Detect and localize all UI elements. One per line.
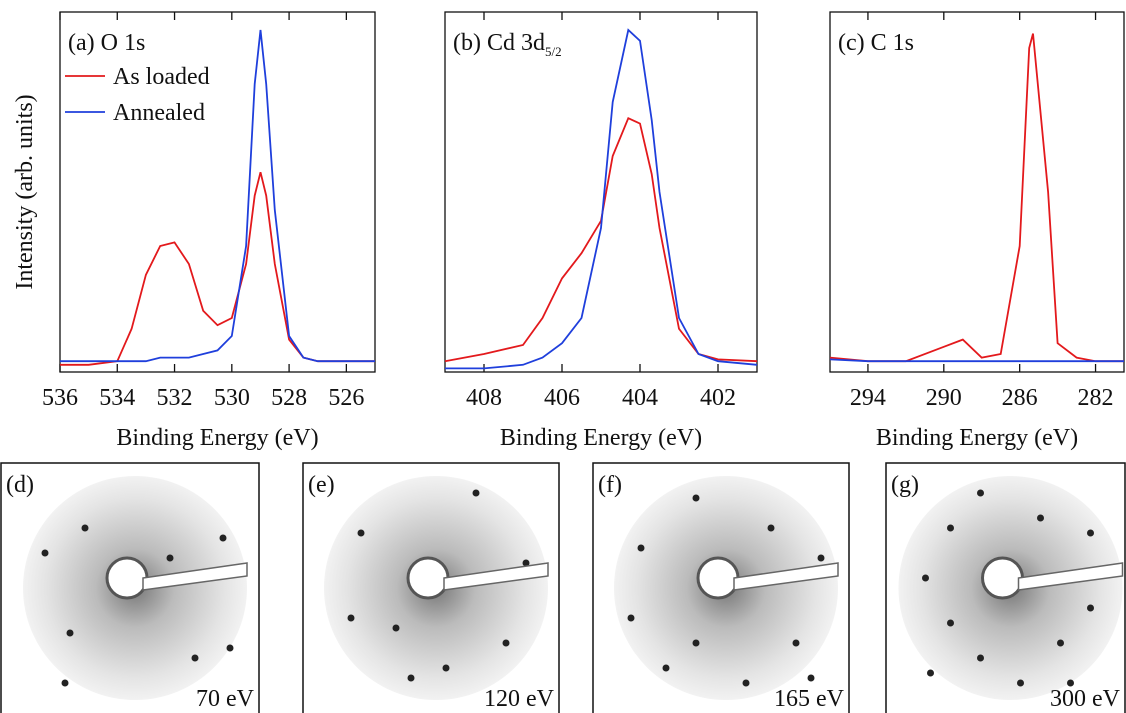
- leed-spot: [81, 524, 89, 532]
- leed-spot: [226, 644, 234, 652]
- leed-gun: [406, 556, 450, 600]
- x-axis-label: Binding Energy (eV): [116, 425, 318, 451]
- leed-spot: [692, 494, 700, 502]
- x-axis-label: Binding Energy (eV): [500, 425, 702, 451]
- leed-spot: [662, 664, 670, 672]
- x-tick-label: 286: [1002, 385, 1038, 411]
- leed-spot: [977, 654, 984, 662]
- image-label: (e): [308, 472, 335, 498]
- leed-spot: [522, 559, 530, 567]
- plot-frame: [444, 11, 758, 373]
- leed-spot: [922, 574, 929, 582]
- leed-spot: [1067, 679, 1074, 687]
- leed-spot: [1057, 639, 1064, 647]
- x-tick-label: 530: [214, 385, 250, 411]
- leed-holder: [1017, 562, 1124, 591]
- leed-holder: [443, 562, 549, 591]
- leed-spot: [627, 614, 635, 622]
- image-frame: [0, 462, 260, 713]
- plot-frame: [59, 11, 376, 373]
- image-frame: [302, 462, 560, 713]
- spectrum-line: [60, 29, 375, 363]
- leed-holder: [142, 562, 248, 591]
- leed-spot: [927, 669, 934, 677]
- leed-spot: [1037, 514, 1044, 522]
- leed-spot: [1017, 679, 1024, 687]
- x-tick-label: 402: [700, 385, 736, 411]
- panel-title: (a) O 1s: [68, 30, 145, 56]
- leed-spot: [977, 489, 984, 497]
- image-label: (g): [891, 472, 919, 498]
- image-frame: [592, 462, 850, 713]
- panel-title-text: (c) C 1s: [838, 30, 914, 56]
- leed-spot: [442, 664, 450, 672]
- leed-spot: [472, 489, 480, 497]
- leed-spot: [807, 674, 815, 682]
- x-tick-label: 406: [544, 385, 580, 411]
- leed-gun: [105, 556, 149, 600]
- spectrum-line: [60, 171, 375, 366]
- x-tick-label: 536: [42, 385, 78, 411]
- leed-spot: [357, 529, 365, 537]
- spectrum-line: [829, 358, 1124, 363]
- x-tick-label: 408: [466, 385, 502, 411]
- x-tick-label: 282: [1078, 385, 1114, 411]
- panel-title-sub: 5/2: [545, 44, 562, 59]
- spectrum-line: [445, 28, 758, 370]
- leed-spot: [947, 524, 954, 532]
- x-tick-label: 528: [271, 385, 307, 411]
- leed-gun: [696, 556, 740, 600]
- leed-spot: [41, 549, 49, 557]
- x-tick-label: 526: [328, 385, 364, 411]
- leed-spot: [61, 679, 69, 687]
- x-axis-label: Binding Energy (eV): [876, 425, 1078, 451]
- spectrum-line: [829, 33, 1124, 363]
- image-energy: 300 eV: [1050, 686, 1121, 712]
- leed-spot: [947, 619, 954, 627]
- image-energy: 120 eV: [484, 686, 555, 712]
- x-tick-label: 534: [99, 385, 135, 411]
- x-tick-label: 290: [926, 385, 962, 411]
- leed-spot: [817, 554, 825, 562]
- x-tick-label: 294: [850, 385, 886, 411]
- leed-spot: [502, 639, 510, 647]
- leed-spot: [66, 629, 74, 637]
- leed-spot: [347, 614, 355, 622]
- legend-label: Annealed: [113, 100, 205, 126]
- image-label: (d): [6, 472, 34, 498]
- leed-spot: [407, 674, 415, 682]
- leed-spot: [219, 534, 227, 542]
- panel-title: (c) C 1s: [838, 30, 914, 56]
- leed-spot: [1087, 529, 1094, 537]
- plot-frame: [829, 11, 1125, 373]
- image-frame: [885, 462, 1126, 713]
- leed-spot: [166, 554, 174, 562]
- leed-spot: [1087, 604, 1094, 612]
- image-label: (f): [598, 472, 622, 498]
- leed-gun: [981, 556, 1024, 600]
- panel-title-text: (b) Cd 3d: [453, 30, 545, 56]
- spectrum-line: [444, 116, 758, 363]
- image-energy: 165 eV: [774, 686, 845, 712]
- image-energy: 70 eV: [196, 686, 255, 712]
- leed-spot: [392, 624, 400, 632]
- x-tick-label: 532: [157, 385, 193, 411]
- leed-spot: [792, 639, 800, 647]
- panel-title: (b) Cd 3d5/2: [453, 30, 562, 59]
- y-axis-label: Intensity (arb. units): [12, 94, 38, 289]
- panel-title-text: (a) O 1s: [68, 30, 145, 56]
- leed-spot: [637, 544, 645, 552]
- leed-spot: [767, 524, 775, 532]
- x-tick-label: 404: [622, 385, 658, 411]
- legend-label: As loaded: [113, 64, 210, 90]
- leed-spot: [692, 639, 700, 647]
- leed-spot: [742, 679, 750, 687]
- leed-spot: [191, 654, 199, 662]
- leed-holder: [733, 562, 839, 591]
